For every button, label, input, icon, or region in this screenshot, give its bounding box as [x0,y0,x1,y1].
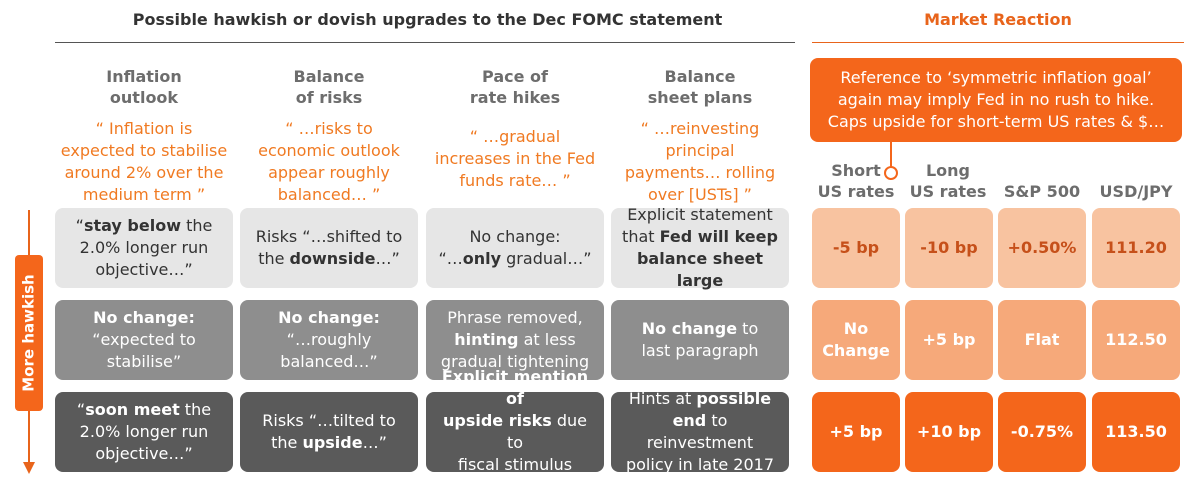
scenario-cell: Hints at possible end to reinvestment po… [611,389,789,474]
scenario-cell: No change to last paragraph [611,300,789,380]
emphasis-text: No change: [278,308,380,327]
emphasis-text: only [462,249,502,268]
col-header-pace-of-rate-hikes: Pace of rate hikes [469,67,561,107]
market-cell: +5 bp [905,300,993,380]
scenario-cell: No change: “…only gradual…” [426,208,604,288]
scenario-cell-text: No change: “…roughly balanced…” [278,307,380,373]
market-cell: No Change [812,300,900,380]
market-cell: 113.50 [1092,392,1180,472]
scenario-cell: Risks “…shifted to the downside…” [240,208,418,288]
emphasis-text: soon meet [85,400,180,419]
cell-text: Phrase removed, [447,308,583,327]
market-cell: +5 bp [812,392,900,472]
market-cell: 111.20 [1092,208,1180,288]
market-header-short-us-rates: Short US rates [817,161,895,201]
cell-text: to last paragraph [641,319,759,360]
emphasis-text: Fed will keep balance sheet large [636,227,778,290]
hawkish-label-text: More hawkish [20,274,39,392]
cell-text: “ [76,400,86,419]
market-cell: -0.75% [998,392,1086,472]
cell-text: No change: “… [438,227,561,268]
cell-text: Risks “…tilted to the [262,411,396,452]
market-reaction-title: Market Reaction [924,10,1072,29]
scenario-cell: Risks “…tilted to the upside…” [240,392,418,472]
scenario-cell: “soon meet the 2.0% longer run objective… [55,392,233,472]
scenario-cell: No change: “expected to stabilise” [55,300,233,380]
emphasis-text: possible end [672,389,772,430]
scenario-cell: Phrase removed, hinting at less gradual … [426,300,604,380]
callout-box: Reference to ‘symmetric inflation goal’ … [810,58,1182,142]
title-divider [55,42,795,43]
market-header-usd-jpy: USD/JPY [1099,182,1173,201]
emphasis-text: stay below [83,216,181,235]
market-cell: +0.50% [998,208,1086,288]
market-cell: Flat [998,300,1086,380]
quote-inflation-outlook: “ Inflation is expected to stabilise aro… [60,119,228,204]
emphasis-text: upside [302,433,363,452]
market-cell: -5 bp [812,208,900,288]
emphasis-text: No change [641,319,738,338]
scenario-cell: “stay below the 2.0% longer run objectiv… [55,208,233,288]
cell-text: …” [375,249,400,268]
quote-pace-of-rate-hikes: “ …gradual increases in the Fed funds ra… [434,127,596,190]
market-header-sp500: S&P 500 [1003,182,1081,201]
cell-text: “…roughly balanced…” [280,330,378,371]
main-title: Possible hawkish or dovish upgrades to t… [132,10,723,29]
emphasis-text: hinting [454,330,519,349]
scenario-cell-text: Explicit mention of upside risks due to … [434,366,596,498]
cell-text: …” [362,433,387,452]
scenario-cell: No change: “…roughly balanced…” [240,300,418,380]
arrow-down-icon [23,462,35,474]
scenario-cell-text: Explicit statement that Fed will keep ba… [619,204,781,292]
cell-text: Hints at [628,389,697,408]
scenario-cell-text: No change: “expected to stabilise” [92,307,196,373]
market-cell: +10 bp [905,392,993,472]
scenario-cell-text: Risks “…tilted to the upside…” [262,410,395,454]
market-header-long-us-rates: Long US rates [909,161,987,201]
scenario-cell: Explicit statement that Fed will keep ba… [611,205,789,290]
cell-text: to reinvestment policy in late 2017 [625,411,775,474]
callout-dot-icon [884,166,898,180]
cell-text: Explicit statement that [622,205,773,246]
market-cell: 112.50 [1092,300,1180,380]
col-header-balance-of-risks: Balance of risks [293,67,365,107]
cell-text: the 2.0% longer run objective…” [79,216,213,279]
emphasis-text: Explicit mention of upside risks [441,367,589,430]
scenario-cell-text: “stay below the 2.0% longer run objectiv… [76,215,213,281]
market-cell: -10 bp [905,208,993,288]
cell-text: the 2.0% longer run objective…” [79,400,212,463]
hawkish-label: More hawkish [15,255,43,411]
col-header-inflation-outlook: Inflation outlook [106,67,182,107]
col-header-balance-sheet-plans: Balance sheet plans [647,67,753,107]
scenario-cell-text: “soon meet the 2.0% longer run objective… [77,399,211,465]
scenario-cell-text: No change: “…only gradual…” [438,226,591,270]
cell-text: “ [75,216,84,235]
quote-balance-sheet-plans: “ …reinvesting principal payments… rolli… [624,119,776,204]
scenario-cell: Explicit mention of upside risks due to … [426,367,604,496]
cell-text: Risks “…shifted to the [255,227,403,268]
emphasis-text: No change: [93,308,195,327]
emphasis-text: downside [289,249,376,268]
market-title-divider [812,42,1184,43]
cell-text: gradual…” [501,249,592,268]
cell-text: at less gradual tightening [440,330,590,371]
scenario-cell-text: Hints at possible end to reinvestment po… [619,388,781,476]
callout-connector [890,142,892,172]
scenario-cell-text: Risks “…shifted to the downside…” [256,226,403,270]
quote-balance-of-risks: “ …risks to economic outlook appear roug… [258,119,400,204]
cell-text: “expected to stabilise” [92,330,196,371]
scenario-cell-text: No change to last paragraph [641,318,758,362]
scenario-cell-text: Phrase removed, hinting at less gradual … [441,307,589,373]
